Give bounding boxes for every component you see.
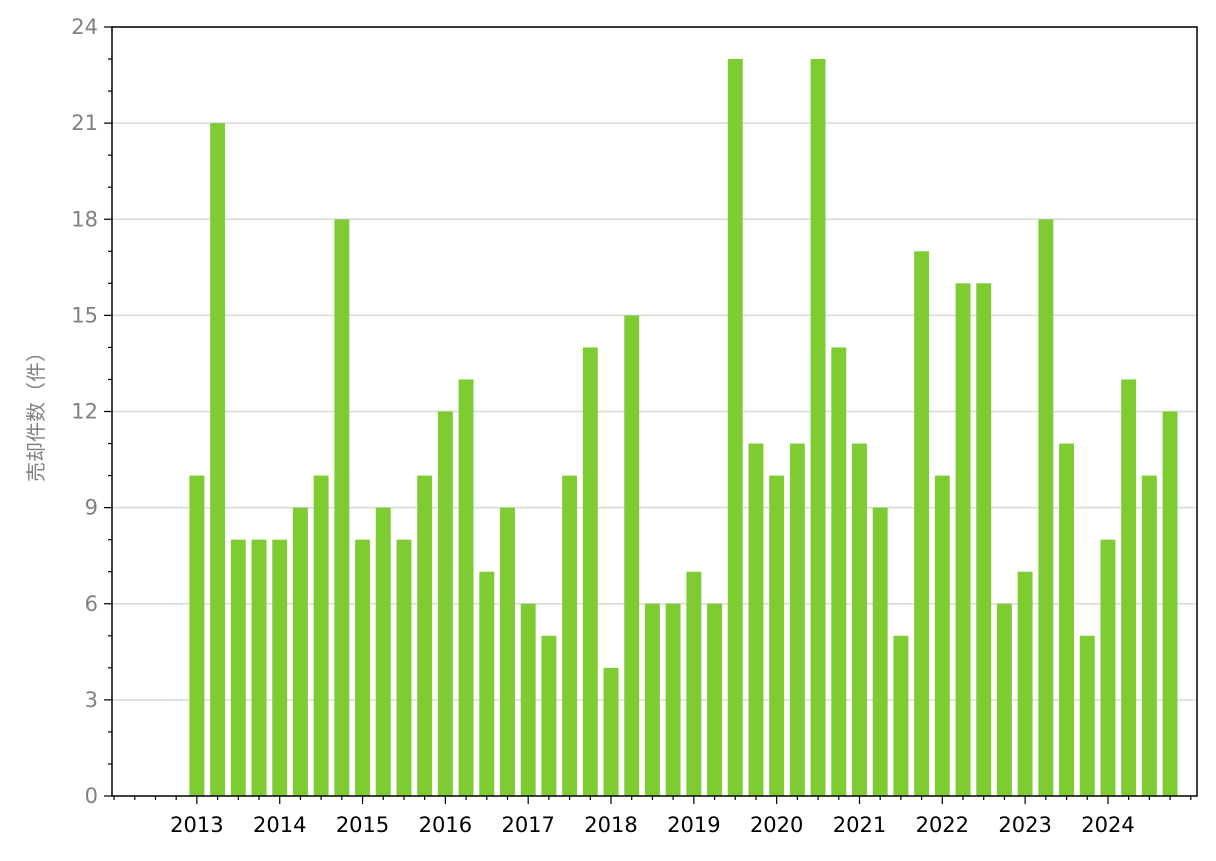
bar-2020-Q4 — [831, 347, 847, 796]
y-tick-label-6: 18 — [71, 207, 98, 231]
bar-2014-Q1 — [272, 539, 288, 796]
bar-2022-Q2 — [955, 283, 971, 797]
bar-2020-Q1 — [769, 475, 785, 796]
x-tick-label-2013: 2013 — [170, 813, 223, 837]
bar-2018-Q4 — [665, 603, 681, 796]
bar-2018-Q2 — [624, 315, 640, 797]
x-tick-label-2021: 2021 — [833, 813, 886, 837]
bar-2021-Q2 — [872, 507, 888, 797]
bar-2017-Q3 — [562, 475, 578, 796]
x-tick-label-2015: 2015 — [336, 813, 389, 837]
x-tick-label-2014: 2014 — [253, 813, 306, 837]
bar-2024-Q4 — [1162, 411, 1178, 796]
bar-2019-Q2 — [707, 603, 722, 796]
axes: 0 3 6 9 12 15 18 21 24 2013 2014 2015 2016 2017 2018 20… — [71, 15, 1198, 837]
bar-2016-Q3 — [479, 571, 495, 796]
bar-2013-Q4 — [251, 539, 267, 796]
bar-2019-Q3 — [727, 59, 743, 797]
x-tick-label-2023: 2023 — [998, 813, 1051, 837]
bar-2013-Q3 — [230, 539, 246, 796]
y-tick-label-4: 12 — [71, 400, 98, 424]
bar-2014-Q3 — [313, 475, 329, 796]
bar-2019-Q1 — [686, 571, 702, 796]
x-tick-label-2017: 2017 — [501, 813, 554, 837]
bar-2017-Q1 — [520, 603, 536, 796]
x-tick-label-2024: 2024 — [1081, 813, 1134, 837]
bar-2023-Q1 — [1017, 571, 1033, 796]
x-tick-label-2022: 2022 — [916, 813, 969, 837]
bar-2013-Q1 — [189, 475, 205, 796]
x-tick-label-2020: 2020 — [750, 813, 803, 837]
bar-2017-Q4 — [582, 347, 598, 796]
y-tick-label-5: 15 — [71, 303, 98, 327]
bar-2023-Q4 — [1079, 635, 1095, 796]
bar-2018-Q1 — [603, 667, 619, 796]
y-tick-label-3: 9 — [85, 496, 98, 520]
bar-2015-Q1 — [355, 539, 370, 796]
bar-2015-Q3 — [396, 539, 412, 796]
bar-2024-Q3 — [1141, 475, 1157, 796]
y-tick-label-0: 0 — [85, 784, 98, 808]
bar-2023-Q3 — [1059, 443, 1075, 796]
bar-2017-Q2 — [541, 635, 557, 796]
bar-2021-Q1 — [852, 443, 867, 796]
bar-2021-Q3 — [893, 635, 909, 796]
bar-2022-Q1 — [934, 475, 950, 796]
y-tick-label-2: 6 — [85, 592, 98, 616]
x-tick-label-2019: 2019 — [667, 813, 720, 837]
bar-2014-Q2 — [292, 507, 308, 797]
bar-2016-Q2 — [458, 379, 474, 796]
bar-2013-Q2 — [210, 123, 226, 797]
bar-2015-Q4 — [417, 475, 433, 796]
y-tick-label-1: 3 — [85, 688, 98, 712]
x-tick-label-2018: 2018 — [584, 813, 637, 837]
bar-2016-Q4 — [500, 507, 515, 797]
bar-2016-Q1 — [437, 411, 453, 796]
bar-2018-Q3 — [644, 603, 660, 796]
bar-2014-Q4 — [334, 219, 350, 796]
bar-2023-Q2 — [1038, 219, 1054, 796]
y-tick-label-8: 24 — [71, 15, 98, 39]
bar-2019-Q4 — [748, 443, 764, 796]
bar-2015-Q2 — [375, 507, 391, 797]
y-axis-title: 売却件数（件） — [24, 342, 48, 482]
bar-2021-Q4 — [914, 251, 930, 797]
bars — [189, 59, 1178, 797]
bar-2020-Q2 — [789, 443, 805, 796]
grid-lines — [112, 26, 1197, 701]
bar-2024-Q2 — [1121, 379, 1137, 796]
x-tick-label-2016: 2016 — [419, 813, 472, 837]
y-tick-label-7: 21 — [71, 111, 98, 135]
bar-2024-Q1 — [1100, 539, 1116, 796]
bar-2022-Q4 — [996, 603, 1012, 796]
bar-2020-Q3 — [810, 59, 826, 797]
bar-2022-Q3 — [976, 283, 992, 797]
